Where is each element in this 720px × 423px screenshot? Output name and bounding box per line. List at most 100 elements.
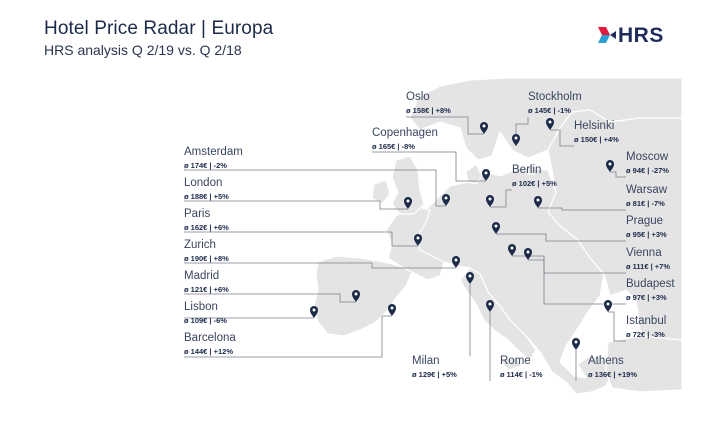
city-name: Istanbul bbox=[626, 315, 667, 327]
map-pin-icon-lisbon[interactable] bbox=[310, 306, 318, 318]
city-name: Amsterdam bbox=[184, 146, 243, 158]
leader-line-budapest bbox=[528, 259, 626, 305]
city-name: Berlin bbox=[512, 164, 542, 176]
city-name: Barcelona bbox=[184, 332, 236, 344]
city-price-stats: ø 95€ | +3% bbox=[626, 229, 667, 239]
city-label-amsterdam: Amsterdam ø 174€ | -2% bbox=[184, 146, 243, 170]
city-name: Rome bbox=[500, 355, 531, 367]
city-price-stats: ø 174€ | -2% bbox=[184, 160, 227, 170]
city-price-stats: ø 94€ | -27% bbox=[626, 165, 669, 175]
city-price-stats: ø 97€ | +3% bbox=[626, 292, 667, 302]
city-price-stats: ø 109€ | -6% bbox=[184, 315, 227, 325]
city-label-barcelona: Barcelona ø 144€ | +12% bbox=[184, 332, 236, 355]
leader-line-london bbox=[184, 200, 408, 210]
map-pin-icon-istanbul[interactable] bbox=[604, 300, 612, 312]
city-name: Helsinki bbox=[574, 120, 615, 132]
leader-line-prague bbox=[496, 233, 626, 242]
map-pin-icon-prague[interactable] bbox=[492, 222, 500, 234]
map-pin-icon-london[interactable] bbox=[404, 197, 412, 209]
city-price-stats: ø 129€ | +5% bbox=[412, 369, 457, 379]
leader-lines bbox=[184, 116, 626, 381]
city-label-copenhagen: Copenhagen ø 165€ | -8% bbox=[372, 127, 438, 151]
city-name: Lisbon bbox=[184, 301, 218, 313]
city-label-london: London ø 188€ | +5% bbox=[184, 177, 229, 201]
sicily-land bbox=[499, 357, 523, 371]
leader-line-paris bbox=[184, 231, 418, 247]
page-title: Hotel Price Radar | Europa bbox=[44, 18, 274, 39]
city-price-stats: ø 165€ | -8% bbox=[372, 141, 415, 151]
map-pin-icon-copenhagen[interactable] bbox=[482, 169, 490, 181]
city-label-madrid: Madrid ø 121€ | +6% bbox=[184, 270, 229, 293]
city-name: Oslo bbox=[406, 91, 430, 103]
map-pin-icon-warsaw[interactable] bbox=[534, 196, 542, 208]
city-label-zurich: Zurich ø 190€ | +8% bbox=[184, 239, 229, 263]
city-name: Budapest bbox=[626, 278, 675, 290]
city-price-stats: ø 114€ | -1% bbox=[500, 369, 543, 379]
page-subtitle: HRS analysis Q 2/19 vs. Q 2/18 bbox=[44, 42, 242, 58]
map-pin-icon-vienna[interactable] bbox=[508, 244, 516, 256]
city-label-lisbon: Lisbon ø 109€ | -6% bbox=[184, 301, 227, 325]
gotland-land bbox=[527, 163, 535, 175]
map-pin-icon-barcelona[interactable] bbox=[388, 304, 396, 316]
leader-line-amsterdam bbox=[184, 169, 446, 207]
map-pin-icon-athens[interactable] bbox=[572, 338, 580, 350]
map-pin-icon-oslo[interactable] bbox=[480, 122, 488, 134]
map-pin-icon-helsinki[interactable] bbox=[546, 118, 554, 130]
city-label-paris: Paris ø 162€ | +6% bbox=[184, 208, 229, 232]
city-name: Vienna bbox=[626, 247, 662, 259]
city-name: Zurich bbox=[184, 239, 216, 251]
city-label-oslo: Oslo ø 158€ | +8% bbox=[406, 91, 451, 115]
city-label-moscow: Moscow ø 94€ | -27% bbox=[626, 151, 669, 175]
city-name: Madrid bbox=[184, 270, 220, 282]
city-price-stats: ø 188€ | +5% bbox=[184, 191, 229, 201]
central-europe-land bbox=[413, 167, 613, 395]
map-pin-icon-paris[interactable] bbox=[414, 234, 422, 246]
map-pin-icon-berlin[interactable] bbox=[486, 195, 494, 207]
city-label-prague: Prague ø 95€ | +3% bbox=[626, 215, 667, 239]
leader-line-madrid bbox=[184, 293, 356, 303]
leader-line-helsinki bbox=[550, 129, 574, 147]
city-name: Prague bbox=[626, 215, 664, 227]
city-name: Athens bbox=[588, 355, 624, 367]
leader-line-warsaw bbox=[538, 207, 626, 211]
city-name: Stockholm bbox=[528, 91, 582, 103]
hrs-logo-text: HRS bbox=[618, 24, 664, 47]
city-price-stats: ø 158€ | +8% bbox=[406, 105, 451, 115]
france-land bbox=[385, 205, 445, 281]
city-name: London bbox=[184, 177, 223, 189]
leader-line-berlin bbox=[490, 189, 512, 208]
map-pin-icon-budapest[interactable] bbox=[524, 248, 532, 260]
hrs-logo: HRS bbox=[596, 23, 686, 47]
city-label-stockholm: Stockholm ø 145€ | -1% bbox=[528, 91, 582, 115]
hrs-logo-mark-icon bbox=[598, 27, 616, 43]
city-price-stats: ø 190€ | +8% bbox=[184, 253, 229, 263]
leader-line-barcelona bbox=[184, 315, 392, 358]
city-label-milan: Milan ø 129€ | +5% bbox=[412, 355, 457, 379]
leader-line-istanbul bbox=[608, 311, 626, 342]
city-label-berlin: Berlin ø 102€ | +5% bbox=[512, 164, 557, 188]
city-price-stats: ø 145€ | -1% bbox=[528, 105, 571, 115]
city-price-stats: ø 102€ | +5% bbox=[512, 178, 557, 188]
map-pin-icon-amsterdam[interactable] bbox=[442, 194, 450, 206]
city-price-stats: ø 150€ | +4% bbox=[574, 134, 619, 144]
city-label-budapest: Budapest ø 97€ | +3% bbox=[626, 278, 675, 302]
italy-land bbox=[459, 267, 537, 361]
map-pin-icon-madrid[interactable] bbox=[352, 290, 360, 302]
ireland-land bbox=[371, 179, 391, 205]
city-name: Copenhagen bbox=[372, 127, 438, 139]
city-price-stats: ø 162€ | +6% bbox=[184, 222, 229, 232]
turkey-land bbox=[605, 335, 683, 393]
city-name: Milan bbox=[412, 355, 440, 367]
city-label-athens: Athens ø 136€ | +19% bbox=[588, 355, 638, 379]
map-pin-icon-milan[interactable] bbox=[466, 272, 474, 284]
britain-land bbox=[391, 155, 425, 215]
map-pin-icon-rome[interactable] bbox=[486, 300, 494, 312]
map-pin-icon-stockholm[interactable] bbox=[512, 134, 520, 146]
city-label-istanbul: Istanbul ø 72€ | -3% bbox=[626, 315, 667, 338]
map-pin-icon-zurich[interactable] bbox=[452, 256, 460, 268]
city-price-stats: ø 136€ | +19% bbox=[588, 369, 638, 379]
map-pin-icon-moscow[interactable] bbox=[606, 160, 614, 172]
city-pins bbox=[310, 118, 614, 350]
city-price-stats: ø 111€ | +7% bbox=[626, 261, 671, 271]
